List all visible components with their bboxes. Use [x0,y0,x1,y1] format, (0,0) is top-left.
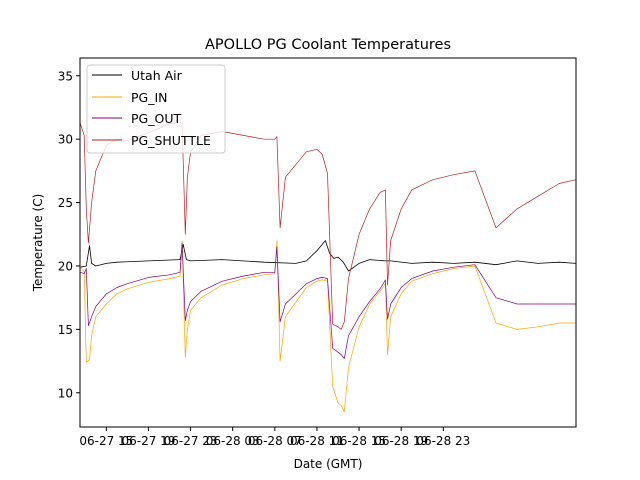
y-tick-label: 20 [58,259,73,273]
legend: Utah Air PG_IN PG_OUT PG_SHUTTLE [86,64,226,154]
x-tick-label: 06-28 07 [248,434,302,448]
x-axis-label: Date (GMT) [294,457,363,471]
x-tick-label: 06-28 23 [416,434,470,448]
y-axis-label: Temperature (C) [31,194,45,293]
legend-label-pg-in: PG_IN [131,90,168,105]
y-tick-label: 25 [58,196,73,210]
legend-label-pg-out: PG_OUT [131,111,181,126]
legend-label-pg-shuttle: PG_SHUTTLE [131,133,211,148]
x-tick-label: 06-28 11 [290,434,344,448]
chart-title: APOLLO PG Coolant Temperatures [205,37,451,53]
y-tick-label: 30 [58,133,73,147]
x-tick-label: 06-27 23 [164,434,218,448]
y-tick-label: 15 [58,323,73,337]
x-tick-label: 06-27 19 [121,434,175,448]
y-tick-label: 10 [58,386,73,400]
x-tick-label: 06-27 15 [79,434,133,448]
y-ticks: 10 15 20 25 30 35 [58,69,80,400]
series-line-pg-out [79,242,576,359]
series-line-pg-in [79,240,576,413]
x-tick-label: 06-28 03 [206,434,260,448]
legend-label-utah-air: Utah Air [131,68,183,83]
x-tick-label: 06-28 15 [332,434,386,448]
plot-frame [79,57,577,428]
y-tick-label: 35 [58,69,73,83]
series-line-utah-air [79,240,577,272]
legend-box [86,64,226,154]
x-tick-label: 06-28 19 [374,434,428,448]
